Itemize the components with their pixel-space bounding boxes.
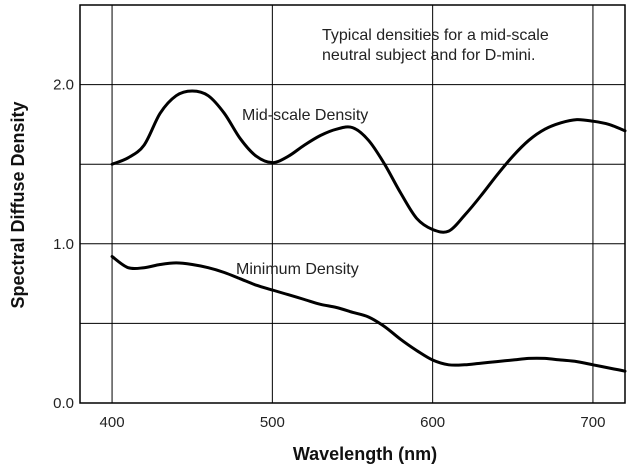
series-label-mid-scale: Mid-scale Density bbox=[242, 107, 368, 124]
series-line-mid-scale bbox=[110, 89, 627, 234]
series-label-minimum: Minimum Density bbox=[236, 261, 359, 278]
series-line-minimum bbox=[110, 255, 627, 373]
plot-frame bbox=[79, 4, 626, 404]
x-tick-label: 600 bbox=[420, 414, 445, 431]
y-tick-label: 0.0 bbox=[53, 395, 74, 412]
x-tick-labels: 400 500 600 700 bbox=[100, 414, 606, 431]
x-tick-label: 700 bbox=[580, 414, 605, 431]
grid-lines bbox=[80, 5, 625, 403]
y-tick-label: 1.0 bbox=[53, 236, 74, 253]
x-axis-title: Wavelength (nm) bbox=[293, 444, 437, 464]
y-tick-label: 2.0 bbox=[53, 77, 74, 94]
x-tick-label: 500 bbox=[260, 414, 285, 431]
y-axis-title: Spectral Diffuse Density bbox=[8, 101, 28, 308]
y-tick-labels: 0.0 1.0 2.0 bbox=[53, 77, 74, 412]
series-lines bbox=[110, 89, 627, 373]
annotation-line-2: neutral subject and for D-mini. bbox=[322, 47, 535, 64]
x-tick-label: 400 bbox=[100, 414, 125, 431]
annotation-line-1: Typical densities for a mid-scale bbox=[322, 27, 549, 44]
